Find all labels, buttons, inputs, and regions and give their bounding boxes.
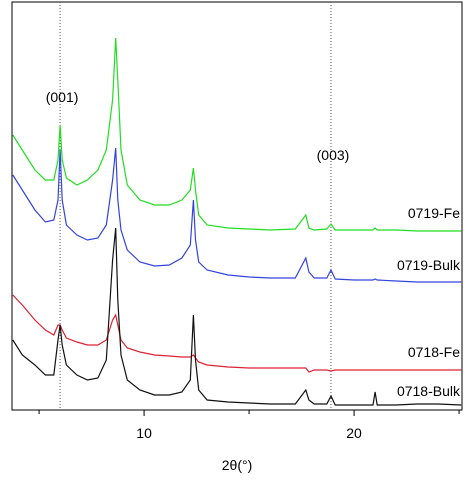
x-tick-label: 10 <box>136 425 152 441</box>
reference-label: (003) <box>317 147 350 163</box>
series-label: 0718-Bulk <box>397 383 461 399</box>
series-label: 0719-Bulk <box>397 257 461 273</box>
x-axis-label: 2θ(°) <box>222 457 253 473</box>
series-line <box>12 147 462 283</box>
series-line <box>12 294 462 373</box>
series-line <box>12 227 462 406</box>
plot-frame <box>11 1 463 411</box>
x-tick-label: 20 <box>346 425 362 441</box>
series-label: 0719-Fe <box>408 205 460 221</box>
series-line <box>12 37 462 232</box>
reference-label: (001) <box>46 89 79 105</box>
series-label: 0718-Fe <box>408 344 460 360</box>
